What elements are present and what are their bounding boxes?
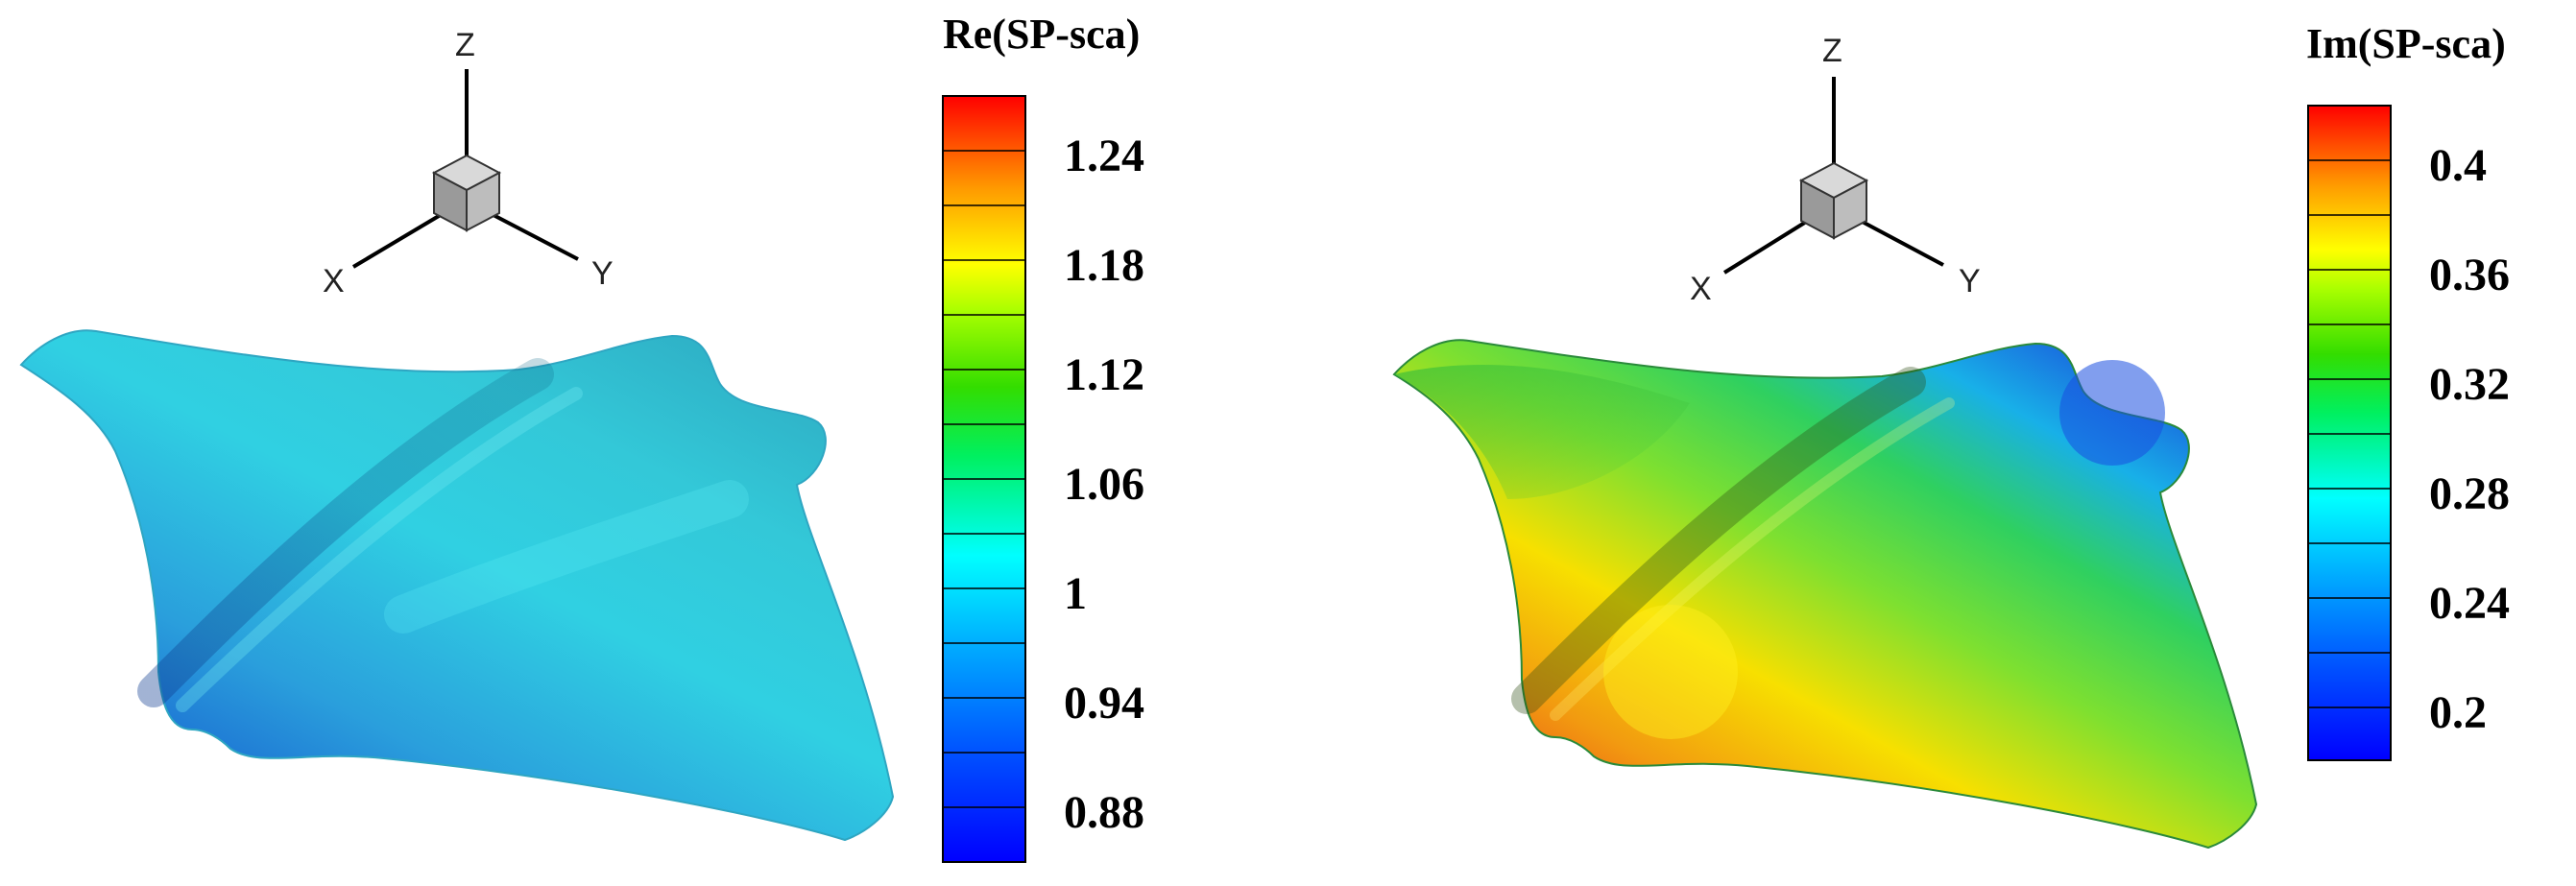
colorbar-tick: 0.28 — [2429, 468, 2510, 519]
colorbar-tick: 0.4 — [2429, 140, 2487, 191]
manta-surface — [19, 329, 895, 842]
colorbar-title: Re(SP-sca) — [943, 11, 1140, 58]
left-figure: Z X Y Re(SP-sca) — [19, 11, 1144, 863]
colorbar-tick: 0.36 — [2429, 250, 2510, 300]
colorbar-tick: 1.06 — [1064, 459, 1144, 510]
colorbar: Re(SP-sca) 1.24 1.18 1.12 1.06 1 — [942, 11, 1144, 863]
colorbar-tick: 0.2 — [2429, 687, 2487, 738]
cube-icon — [431, 154, 502, 232]
cube-icon — [1798, 161, 1869, 240]
manta-surface — [1392, 339, 2258, 850]
axis-triad: Z X Y — [1690, 33, 1981, 307]
left-panel: Z X Y Re(SP-sca) — [0, 0, 1287, 886]
colorbar: Im(SP-sca) 0.4 0.36 0.32 0.28 0.24 0.2 — [2306, 20, 2510, 761]
colorbar-tick: 0.94 — [1064, 678, 1144, 729]
axis-triad: Z X Y — [323, 27, 614, 299]
axis-label-x: X — [323, 263, 345, 299]
colorbar-bands — [2308, 159, 2391, 708]
colorbar-tick: 0.32 — [2429, 359, 2510, 410]
right-figure: Z X Y Im(SP-sca) — [1392, 20, 2510, 850]
colorbar-tick: 0.24 — [2429, 578, 2510, 629]
right-panel: Z X Y Im(SP-sca) — [1287, 0, 2576, 886]
axis-label-z: Z — [455, 27, 475, 63]
axis-label-y: Y — [591, 255, 614, 292]
colorbar-tick: 1.18 — [1064, 240, 1144, 291]
axis-label-z: Z — [1822, 33, 1842, 69]
colorbar-tick: 1 — [1064, 568, 1087, 619]
axis-label-y: Y — [1959, 263, 1981, 299]
axis-label-x: X — [1690, 271, 1712, 307]
colorbar-tick: 1.12 — [1064, 349, 1144, 400]
colorbar-tick: 0.88 — [1064, 787, 1144, 838]
colorbar-tick: 1.24 — [1064, 131, 1144, 181]
colorbar-bands — [943, 150, 1025, 808]
colorbar-gradient — [2307, 105, 2392, 761]
colorbar-title: Im(SP-sca) — [2306, 20, 2506, 67]
